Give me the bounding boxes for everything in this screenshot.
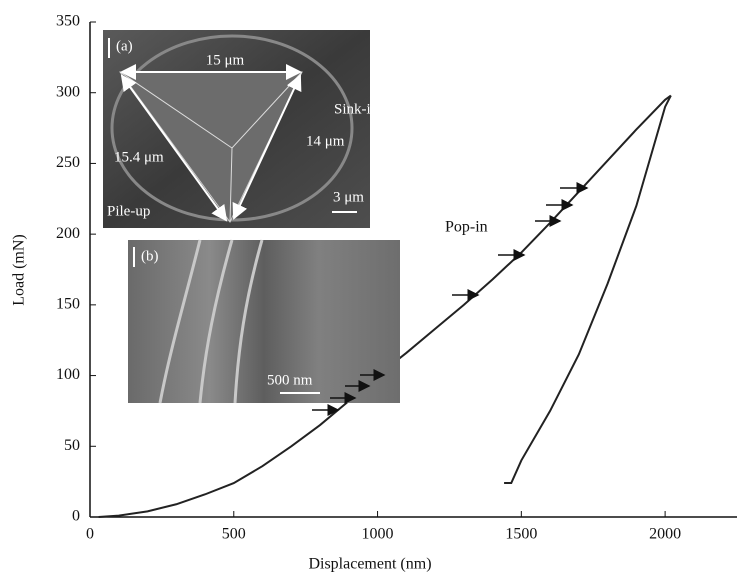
inset-text: 500 nm bbox=[267, 372, 313, 388]
y-tick-label: 250 bbox=[56, 154, 80, 171]
inset-label: (b) bbox=[141, 248, 159, 264]
inset-text: 3 μm bbox=[333, 189, 364, 205]
y-tick-label: 200 bbox=[56, 225, 80, 242]
annotation: Pop-in bbox=[445, 219, 488, 236]
series-line bbox=[504, 95, 672, 485]
y-tick-label: 150 bbox=[56, 296, 80, 313]
slip-lines bbox=[158, 239, 264, 404]
x-tick-label: 1500 bbox=[505, 526, 537, 543]
inset-text: 14 μm bbox=[306, 133, 345, 149]
inset-text: Sink-in bbox=[334, 101, 379, 117]
dimension-arrow bbox=[232, 74, 302, 220]
inset-text: Pile-up bbox=[107, 203, 150, 219]
x-tick-label: 500 bbox=[222, 526, 246, 543]
inset-text: 15.4 μm bbox=[114, 149, 164, 165]
y-tick-label: 0 bbox=[72, 508, 80, 525]
dimension-arrow bbox=[120, 74, 228, 222]
x-tick-label: 1000 bbox=[362, 526, 394, 543]
y-axis-label: Load (mN) bbox=[11, 234, 28, 306]
y-tick-label: 50 bbox=[64, 437, 80, 454]
pile-up-ring bbox=[110, 34, 354, 222]
y-tick-label: 350 bbox=[56, 13, 80, 30]
x-tick-label: 2000 bbox=[649, 526, 681, 543]
inset-label: (a) bbox=[116, 38, 133, 54]
pop-in-arrows bbox=[312, 182, 589, 416]
inset-a: (a) 15 μm Sink-in 14 μm 15.4 μm Pile-up … bbox=[103, 30, 379, 228]
y-tick-label: 100 bbox=[56, 366, 80, 383]
inset-text: 15 μm bbox=[206, 52, 245, 68]
inset-image bbox=[128, 240, 400, 403]
x-tick-label: 0 bbox=[86, 526, 94, 543]
x-axis-label: Displacement (nm) bbox=[308, 556, 431, 573]
inset-b: (b) 500 nm bbox=[128, 239, 400, 404]
y-tick-label: 300 bbox=[56, 83, 80, 100]
